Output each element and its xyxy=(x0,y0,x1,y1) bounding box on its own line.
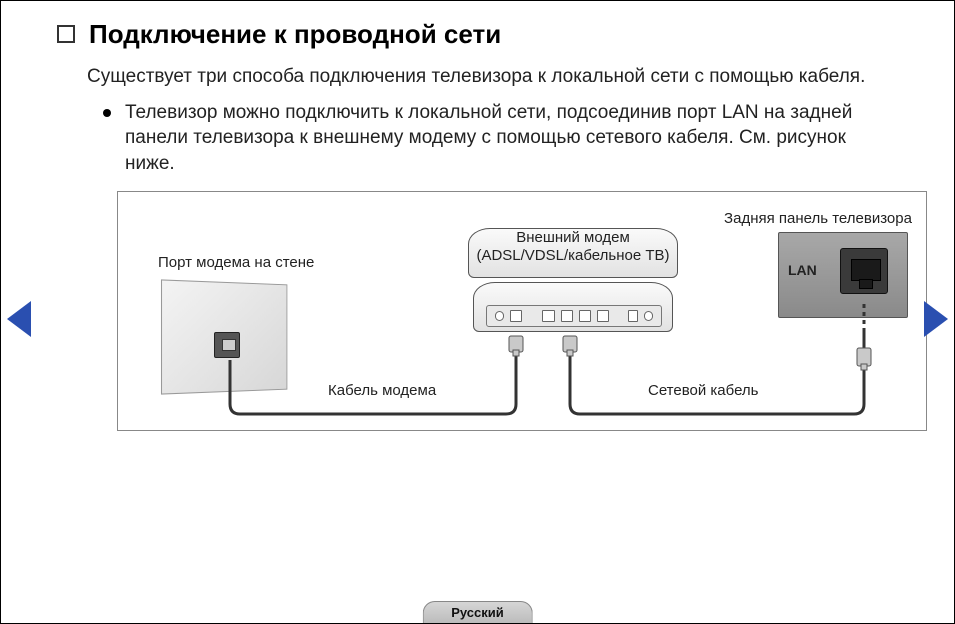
modem-icon xyxy=(473,282,673,332)
prev-arrow-icon[interactable] xyxy=(7,301,31,337)
next-arrow-icon[interactable] xyxy=(924,301,948,337)
lan-label: LAN xyxy=(788,262,817,278)
title-row: Подключение к проводной сети xyxy=(57,19,898,50)
label-modem-title: Внешний модем xyxy=(516,229,630,246)
intro-text: Существует три способа подключения телев… xyxy=(87,64,898,90)
page-title: Подключение к проводной сети xyxy=(89,19,501,50)
bullet-row: Телевизор можно подключить к локальной с… xyxy=(103,100,898,177)
square-bullet-icon xyxy=(57,25,75,43)
label-modem-cable: Кабель модема xyxy=(328,382,436,401)
label-wall-port: Порт модема на стене xyxy=(158,254,314,273)
modem-ports xyxy=(486,305,662,327)
wall-jack-icon xyxy=(214,332,240,358)
bullet-text: Телевизор можно подключить к локальной с… xyxy=(125,100,898,177)
label-tv-panel: Задняя панель телевизора xyxy=(718,210,918,229)
round-bullet-icon xyxy=(103,109,111,117)
language-tab[interactable]: Русский xyxy=(422,601,533,623)
label-modem-sub: (ADSL/VDSL/кабельное ТВ) xyxy=(476,247,669,264)
lan-port-icon xyxy=(840,248,888,294)
connection-diagram: Порт модема на стене Внешний модем (ADSL… xyxy=(117,191,927,431)
label-net-cable: Сетевой кабель xyxy=(648,382,758,401)
label-modem: Внешний модем (ADSL/VDSL/кабельное ТВ) xyxy=(468,228,678,278)
